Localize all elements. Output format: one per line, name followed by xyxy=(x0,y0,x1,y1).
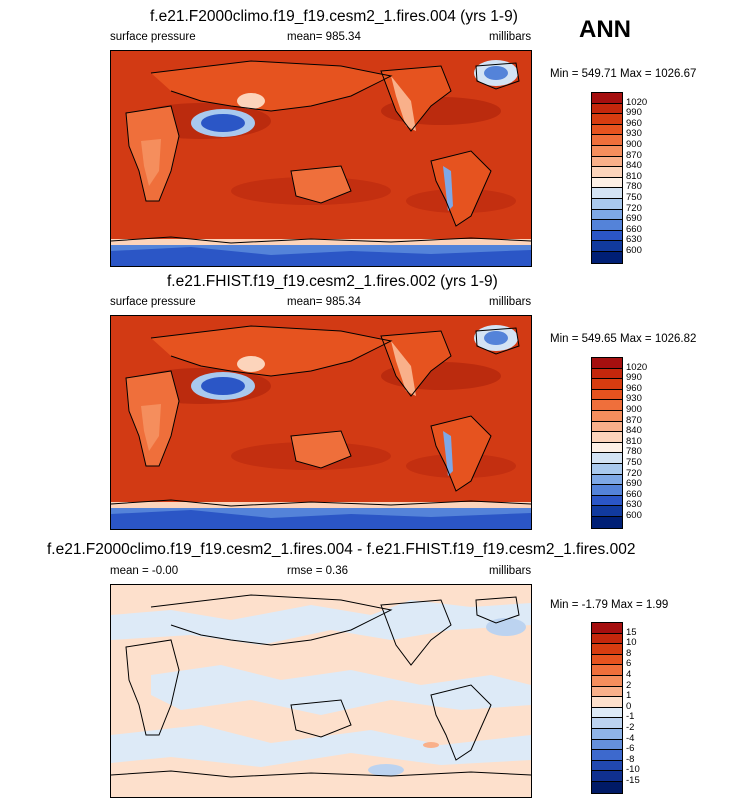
colorbar-tick: 780 xyxy=(626,181,642,192)
colorbar-tick: 720 xyxy=(626,203,642,214)
colorbar-tick: 660 xyxy=(626,224,642,235)
colorbar-tick: -1 xyxy=(626,711,635,722)
colorbar-tick: 810 xyxy=(626,436,642,447)
colorbar-tick: -2 xyxy=(626,722,635,733)
colorbar-tick: -10 xyxy=(626,764,640,775)
panel3-field xyxy=(111,594,531,778)
colorbar-tick: 930 xyxy=(626,128,642,139)
colorbar-tick: 870 xyxy=(626,150,642,161)
colorbar-tick: -8 xyxy=(626,754,635,765)
colorbar-tick: 600 xyxy=(626,510,642,521)
colorbar-tick: -4 xyxy=(626,733,635,744)
panel3-title: f.e21.F2000climo.f19_f19.cesm2_1.fires.0… xyxy=(47,541,636,558)
panel2-mean-label: mean= 985.34 xyxy=(287,296,361,308)
colorbar-tick: 690 xyxy=(626,213,642,224)
colorbar-tick: 900 xyxy=(626,404,642,415)
colorbar-tick: 780 xyxy=(626,446,642,457)
colorbar-tick: 750 xyxy=(626,457,642,468)
panel1-variable-label: surface pressure xyxy=(110,31,196,43)
panel2-field xyxy=(111,325,531,529)
panel3-minmax-label: Min = -1.79 Max = 1.99 xyxy=(550,599,669,611)
panel2-minmax-label: Min = 549.65 Max = 1026.82 xyxy=(550,333,697,345)
colorbar-tick: 10 xyxy=(626,637,637,648)
colorbar-tick: 1020 xyxy=(626,362,648,373)
colorbar-tick: 960 xyxy=(626,118,642,129)
colorbar-tick: 930 xyxy=(626,393,642,404)
panel1-title: f.e21.F2000climo.f19_f19.cesm2_1.fires.0… xyxy=(150,8,518,25)
colorbar-tick: 0 xyxy=(626,701,632,712)
colorbar-tick: -15 xyxy=(626,775,640,786)
colorbar-tick: 840 xyxy=(626,425,642,436)
panel2-variable-label: surface pressure xyxy=(110,296,196,308)
colorbar-tick: 990 xyxy=(626,372,642,383)
colorbar-tick: 2 xyxy=(626,680,632,691)
panel3-units-label: millibars xyxy=(489,565,532,577)
colorbar-tick: 990 xyxy=(626,107,642,118)
panel3-map xyxy=(110,584,532,798)
panel1-field xyxy=(111,60,531,266)
panel3-colorbar xyxy=(591,622,623,794)
colorbar-tick: -6 xyxy=(626,743,635,754)
panel2-map xyxy=(110,315,532,530)
colorbar-tick: 1 xyxy=(626,690,632,701)
colorbar-tick: 840 xyxy=(626,160,642,171)
colorbar-tick: 4 xyxy=(626,669,632,680)
panel1-mean-label: mean= 985.34 xyxy=(287,31,361,43)
colorbar-tick: 900 xyxy=(626,139,642,150)
colorbar-tick: 660 xyxy=(626,489,642,500)
colorbar-tick: 960 xyxy=(626,383,642,394)
colorbar-tick: 6 xyxy=(626,658,632,669)
colorbar-tick: 15 xyxy=(626,627,637,638)
colorbar-tick: 750 xyxy=(626,192,642,203)
colorbar-tick: 630 xyxy=(626,499,642,510)
colorbar-tick: 630 xyxy=(626,234,642,245)
panel3-mean-label: mean = -0.00 xyxy=(110,565,179,577)
panel1-map xyxy=(110,50,532,267)
season-label: ANN xyxy=(579,16,631,43)
panel3-rmse-label: rmse = 0.36 xyxy=(287,565,349,577)
panel2-title: f.e21.FHIST.f19_f19.cesm2_1.fires.002 (y… xyxy=(167,273,498,290)
colorbar-tick: 8 xyxy=(626,648,632,659)
colorbar-tick: 1020 xyxy=(626,97,648,108)
colorbar-tick: 600 xyxy=(626,245,642,256)
panel2-units-label: millibars xyxy=(489,296,532,308)
panel1-minmax-label: Min = 549.71 Max = 1026.67 xyxy=(550,68,697,80)
panel2-colorbar xyxy=(591,357,623,529)
colorbar-tick: 720 xyxy=(626,468,642,479)
colorbar-tick: 810 xyxy=(626,171,642,182)
colorbar-tick: 870 xyxy=(626,415,642,426)
colorbar-tick: 690 xyxy=(626,478,642,489)
panel1-units-label: millibars xyxy=(489,31,532,43)
panel1-colorbar xyxy=(591,92,623,264)
